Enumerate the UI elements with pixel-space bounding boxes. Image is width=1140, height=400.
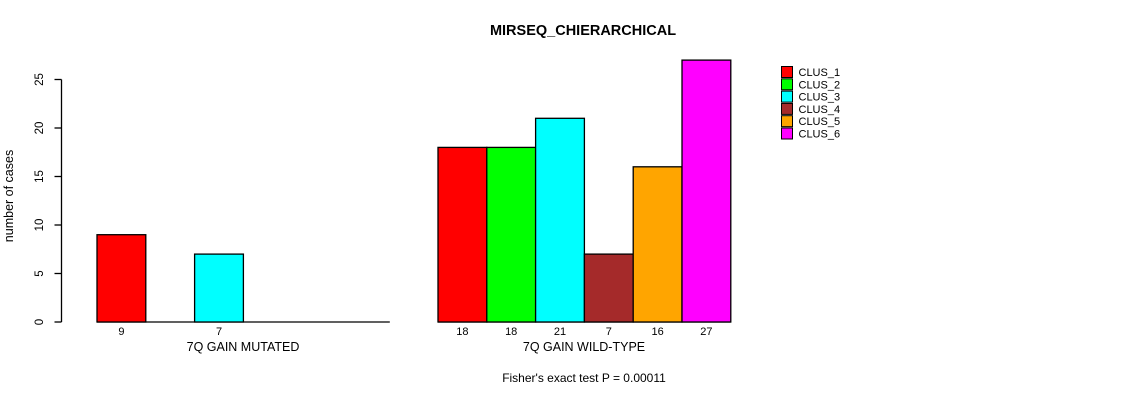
bar-value-label: 7 — [606, 326, 612, 338]
bar-value-label: 18 — [505, 326, 517, 338]
legend-label-clus_3: CLUS_3 — [799, 92, 841, 104]
legend-swatch-clus_2 — [781, 78, 793, 91]
legend-label-clus_5: CLUS_5 — [799, 116, 841, 128]
bar-value-label: 27 — [700, 326, 712, 338]
bar-clus_2 — [486, 146, 537, 323]
legend-swatch-clus_3 — [781, 90, 793, 103]
bar-value-label: 7 — [216, 326, 222, 338]
bar-clus_1 — [96, 234, 147, 323]
y-axis-title: number of cases — [2, 150, 16, 242]
legend-label-clus_2: CLUS_2 — [799, 79, 841, 91]
chart-title: MIRSEQ_CHIERARCHICAL — [490, 23, 676, 39]
x-axis-label-mutated: 7Q GAIN MUTATED — [187, 340, 300, 354]
fisher-test-footnote: Fisher's exact test P = 0.00011 — [502, 371, 666, 385]
legend-swatch-clus_5 — [781, 115, 793, 128]
y-tick-label: 0 — [34, 319, 46, 325]
panel-7q-gain-wild-type: 18 18 21 7 16 27 — [437, 59, 732, 338]
legend-swatch-clus_4 — [781, 102, 793, 115]
bar-value-label: 16 — [651, 326, 663, 338]
bar-panels: 9 7 18 18 21 7 16 27 — [96, 59, 732, 338]
bar-value-label: 9 — [118, 326, 124, 338]
bar-clus_5 — [632, 166, 683, 323]
bar-value-label: 21 — [554, 326, 566, 338]
legend-label-clus_4: CLUS_4 — [799, 104, 841, 116]
legend-label-clus_1: CLUS_1 — [799, 67, 841, 79]
y-tick-label: 15 — [34, 170, 46, 183]
legend-swatch-clus_1 — [781, 66, 793, 78]
legend-label-clus_6: CLUS_6 — [799, 129, 841, 141]
y-tick-label: 25 — [34, 73, 46, 86]
bar-clus_6 — [681, 59, 732, 323]
bar-clus_1 — [437, 146, 488, 323]
bar-clus_4 — [583, 253, 634, 323]
x-axis-label-wild-type: 7Q GAIN WILD-TYPE — [523, 340, 645, 354]
bar-value-label: 18 — [456, 326, 468, 338]
y-axis: 0 5 10 15 20 25 — [34, 73, 63, 325]
bar-clus_3 — [534, 117, 586, 323]
y-tick-label: 10 — [34, 219, 46, 232]
legend-swatch-clus_6 — [781, 127, 793, 140]
bar-clus_3 — [193, 253, 245, 323]
y-tick-label: 20 — [34, 122, 46, 135]
y-tick-label: 5 — [34, 270, 46, 276]
